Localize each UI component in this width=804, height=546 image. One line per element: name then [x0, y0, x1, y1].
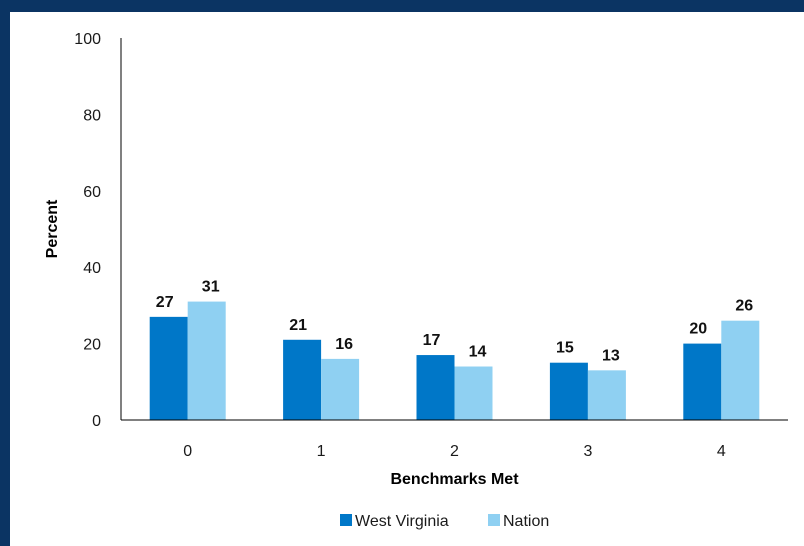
bar-west-virginia	[283, 339, 322, 420]
y-tick-label: 20	[83, 337, 101, 354]
value-label: 14	[469, 344, 487, 361]
value-label: 21	[289, 317, 307, 334]
value-label: 16	[335, 336, 353, 353]
value-label: 15	[556, 340, 574, 357]
x-axis-title: Benchmarks Met	[390, 471, 519, 488]
value-label: 26	[735, 298, 753, 315]
y-tick-label: 40	[83, 260, 101, 277]
bar-nation	[587, 370, 626, 420]
value-label: 13	[602, 347, 620, 364]
x-tick-label: 4	[717, 443, 726, 460]
bar-nation	[321, 358, 360, 420]
bar-west-virginia	[683, 343, 722, 420]
legend: West Virginia Nation	[340, 513, 549, 530]
value-label: 27	[156, 294, 174, 311]
x-tick-label: 2	[450, 443, 459, 460]
x-tick-label: 3	[583, 443, 592, 460]
y-tick-label: 0	[92, 413, 101, 430]
y-axis-title: Percent	[44, 199, 61, 258]
legend-swatch-west-virginia	[340, 514, 352, 526]
bar-nation	[454, 366, 493, 420]
bar-nation	[187, 301, 226, 420]
x-axis-ticks: 0 1 2 3 4	[183, 443, 726, 460]
y-tick-label: 80	[83, 107, 101, 124]
x-tick-label: 1	[317, 443, 326, 460]
legend-swatch-nation	[488, 514, 500, 526]
bar-west-virginia	[549, 362, 588, 420]
x-tick-label: 0	[183, 443, 192, 460]
y-axis-ticks: 0 20 40 60 80 100	[74, 31, 101, 430]
y-tick-label: 100	[74, 31, 101, 48]
legend-label-nation: Nation	[503, 513, 549, 530]
value-label: 17	[423, 332, 441, 349]
legend-label-west-virginia: West Virginia	[355, 513, 449, 530]
bar-west-virginia	[416, 355, 455, 420]
bars	[149, 301, 760, 420]
y-tick-label: 60	[83, 184, 101, 201]
bar-west-virginia	[149, 316, 188, 420]
value-label: 20	[689, 321, 707, 338]
bar-nation	[721, 320, 760, 420]
value-labels: 27 31 21 16 17 14 15 13 20 26	[156, 279, 753, 365]
value-label: 31	[202, 279, 220, 296]
